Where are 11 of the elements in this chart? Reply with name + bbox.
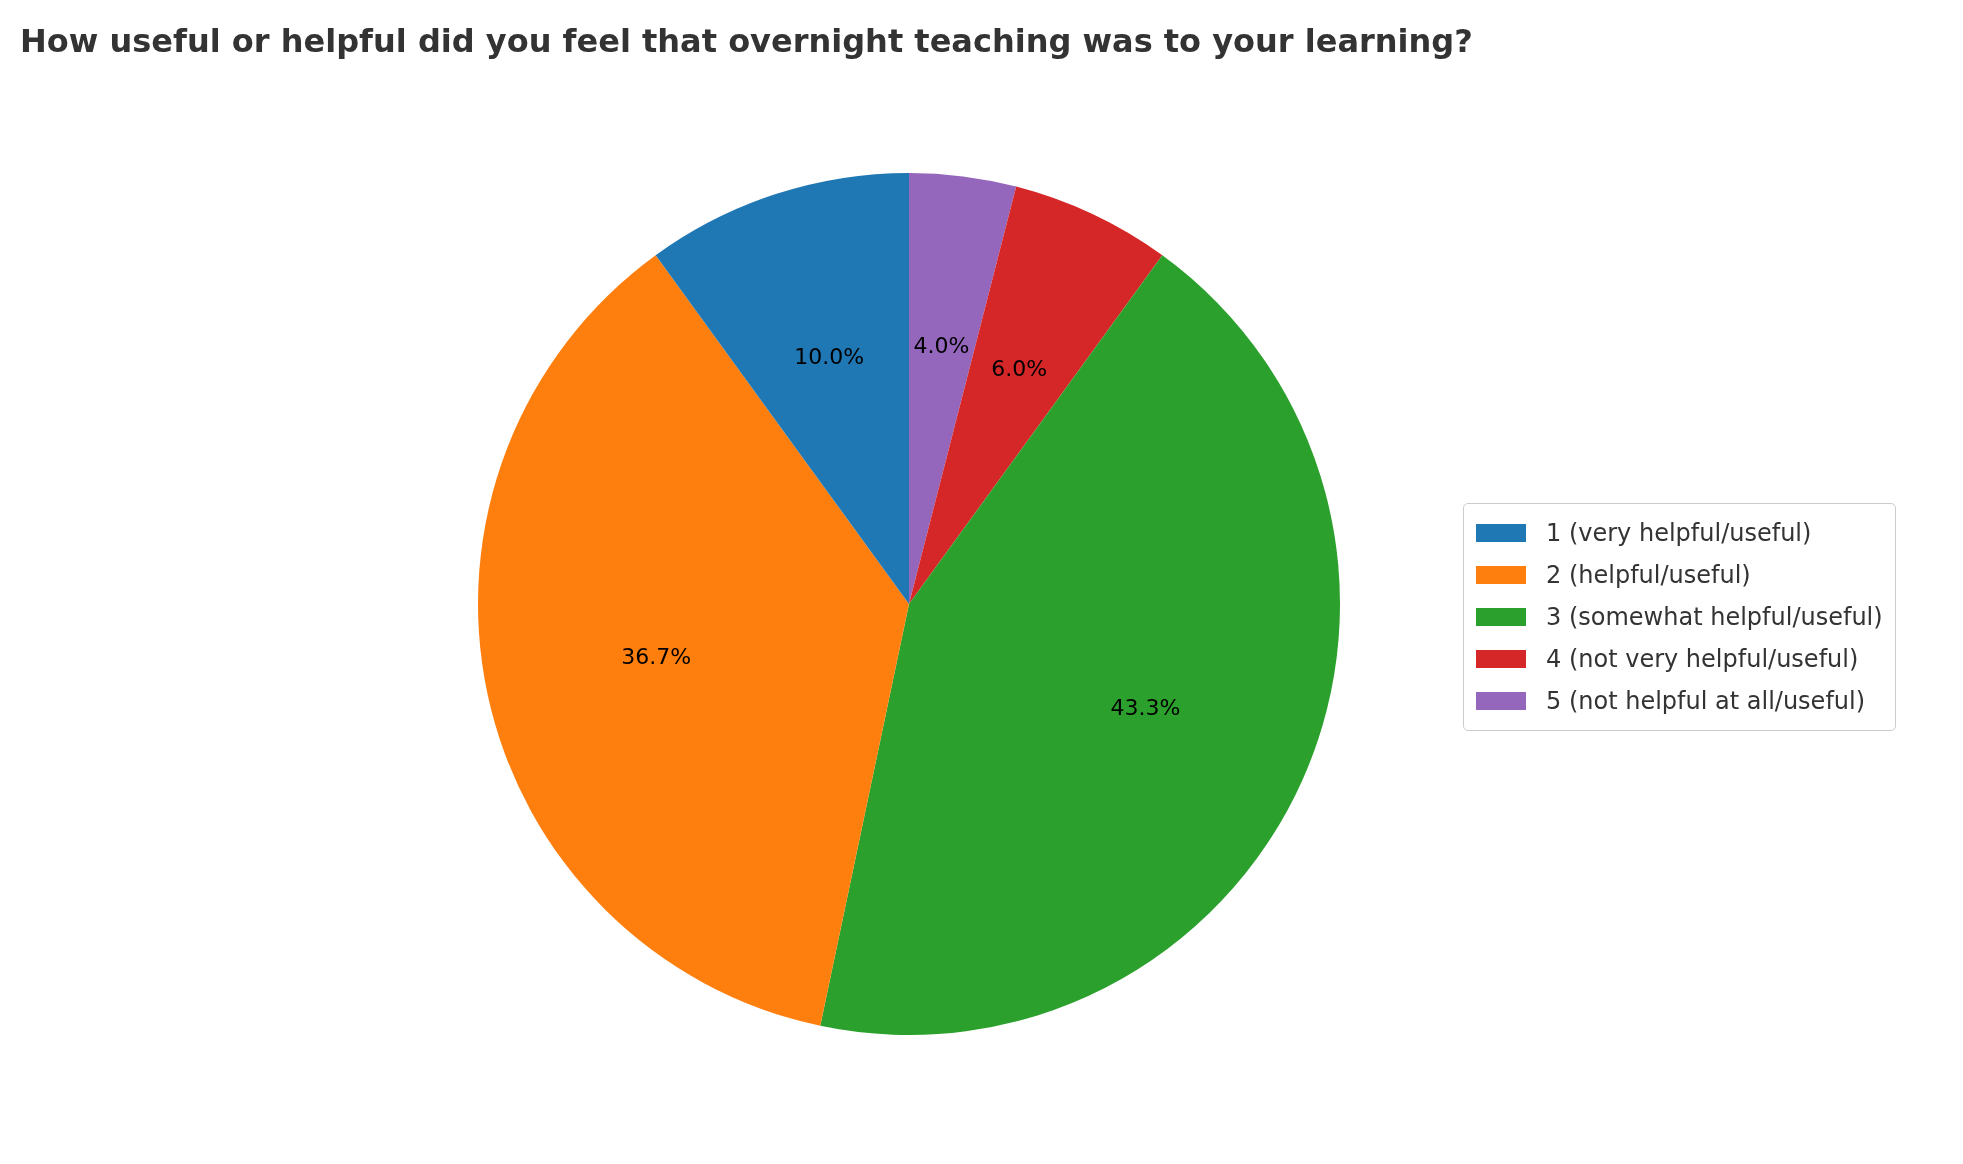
data-label: 43.3%	[1110, 694, 1181, 720]
legend-label: 1 (very helpful/useful)	[1546, 518, 1812, 549]
legend-label: 4 (not very helpful/useful)	[1546, 644, 1859, 675]
legend-label: 3 (somewhat helpful/useful)	[1546, 602, 1883, 633]
data-label: 4.0%	[913, 333, 970, 359]
data-label: 36.7%	[621, 643, 692, 669]
data-label: 6.0%	[991, 355, 1048, 381]
legend-label: 5 (not helpful at all/useful)	[1546, 686, 1866, 717]
data-label: 10.0%	[794, 343, 865, 369]
legend-label: 2 (helpful/useful)	[1546, 560, 1751, 591]
chart-title: How useful or helpful did you feel that overnight teaching was to your learning?	[20, 22, 1473, 60]
